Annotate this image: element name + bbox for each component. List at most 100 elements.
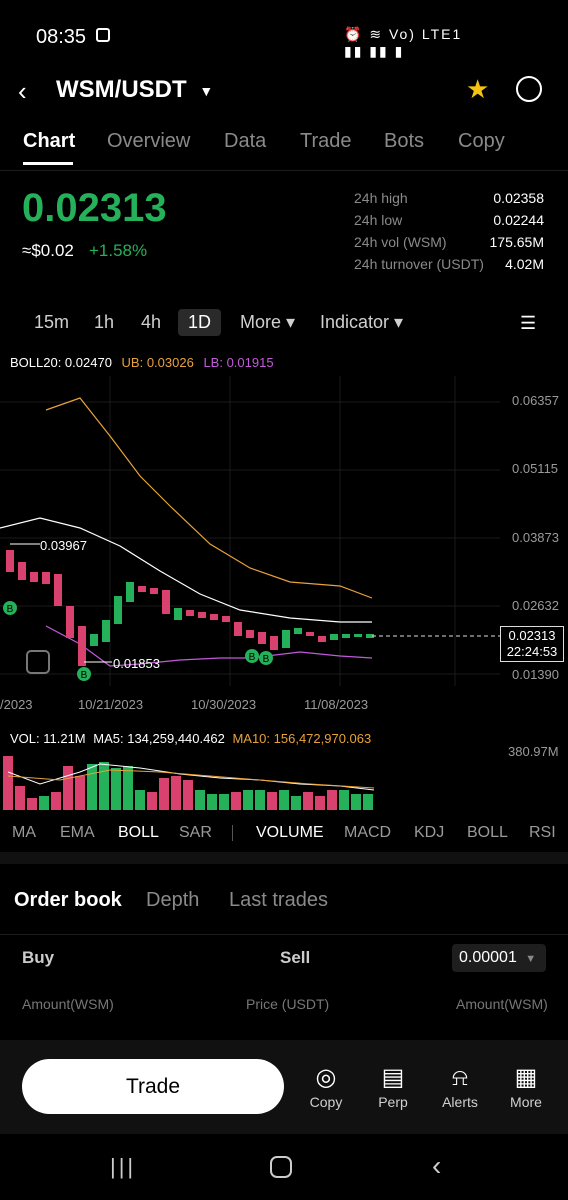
back-icon[interactable]: ‹ xyxy=(18,76,27,106)
ind-boll-sub[interactable]: BOLL xyxy=(467,824,508,841)
volume-bar xyxy=(303,792,313,810)
buy-marker xyxy=(3,601,17,615)
volume-bar xyxy=(27,798,37,810)
pair-title[interactable]: WSM/USDT ▼ xyxy=(56,76,213,104)
buy-marker-label: B xyxy=(81,670,88,681)
precision-value: 0.00001 xyxy=(459,949,517,966)
ind-sar[interactable]: SAR xyxy=(179,824,212,841)
candlestick xyxy=(198,612,206,618)
x-tick: /2023 xyxy=(0,697,33,712)
tab-underline xyxy=(23,162,73,165)
volume-info: VOL: 11.21M MA5: 134,259,440.462 MA10: 1… xyxy=(10,731,371,746)
ind-kdj[interactable]: KDJ xyxy=(414,824,445,841)
volume-bar xyxy=(183,780,193,810)
vol-ma5: MA5: 134,259,440.462 xyxy=(93,731,225,746)
volume-bar xyxy=(339,790,349,810)
perp-label: Perp xyxy=(378,1094,408,1110)
tab-overview[interactable]: Overview xyxy=(107,130,191,152)
chart-settings-icon[interactable]: ☰ xyxy=(520,313,537,333)
ind-boll[interactable]: BOLL xyxy=(118,824,159,841)
status-bar: 08:35 ⏰ ≋ Vo) LTE1 ▮▮ ▮▮ ▮ xyxy=(0,0,568,70)
candlestick xyxy=(342,634,350,638)
volume-bar xyxy=(279,790,289,810)
candlestick xyxy=(294,628,302,634)
volume-bar xyxy=(3,756,13,810)
interval-1d[interactable]: 1D xyxy=(178,309,222,336)
candlestick xyxy=(258,632,266,644)
last-price: 0.02313 xyxy=(22,186,167,230)
tab-copy[interactable]: Copy xyxy=(458,130,505,152)
boll-lower-line xyxy=(45,625,373,667)
volume-bar xyxy=(219,794,229,810)
y-tick: 0.01390 xyxy=(512,667,559,682)
status-icons: ⏰ ≋ Vo) LTE1 ▮▮ ▮▮ ▮ xyxy=(344,26,463,59)
candlestick xyxy=(270,636,278,650)
volume-bar xyxy=(159,778,169,810)
candlestick xyxy=(234,622,242,636)
stat-label: 24h low xyxy=(354,212,403,228)
ind-ma[interactable]: MA xyxy=(12,824,36,841)
candlestick xyxy=(186,610,194,616)
y-tick: 0.06357 xyxy=(512,393,559,408)
interval-15m[interactable]: 15m xyxy=(34,312,70,332)
interval-1h[interactable]: 1h xyxy=(94,312,115,332)
ind-macd[interactable]: MACD xyxy=(344,824,392,841)
section-gap xyxy=(0,852,568,864)
candlestick xyxy=(18,562,26,580)
candlestick xyxy=(210,614,218,620)
ind-ema[interactable]: EMA xyxy=(60,824,95,841)
tab-data[interactable]: Data xyxy=(224,130,267,152)
tab-chart[interactable]: Chart xyxy=(23,130,76,152)
buy-marker xyxy=(259,651,273,665)
more-button[interactable]: ▦ More xyxy=(494,1062,558,1110)
volume-bar xyxy=(171,776,181,810)
price-change: +1.58% xyxy=(89,241,148,260)
interval-more[interactable]: More ▾ xyxy=(240,312,296,332)
tab-orderbook[interactable]: Order book xyxy=(14,889,122,911)
volume-bar xyxy=(135,790,145,810)
stat-value: 4.02M xyxy=(505,256,544,272)
vol-max: 380.97M xyxy=(508,744,559,759)
volume-bar xyxy=(255,790,265,810)
copy-button[interactable]: ◎ Copy xyxy=(294,1062,358,1110)
tab-depth[interactable]: Depth xyxy=(146,889,200,911)
volume-bar xyxy=(195,790,205,810)
buy-marker-label: B xyxy=(249,652,256,663)
stat-value: 0.02244 xyxy=(493,212,544,228)
more-label: More xyxy=(510,1094,542,1110)
system-nav-bar: ||| ‹ xyxy=(0,1134,568,1200)
divider xyxy=(0,170,568,171)
share-icon[interactable] xyxy=(516,76,542,102)
col-price: Price (USDT) xyxy=(246,996,330,1012)
y-tick: 0.03873 xyxy=(512,530,559,545)
sell-label: Sell xyxy=(280,948,311,967)
buy-marker-label: B xyxy=(263,654,270,665)
home-icon[interactable] xyxy=(270,1156,292,1178)
price-chart[interactable]: BBB B xyxy=(0,376,568,716)
tab-trade[interactable]: Trade xyxy=(300,130,352,152)
tab-bots[interactable]: Bots xyxy=(384,130,425,152)
candlestick xyxy=(66,606,74,638)
ind-rsi[interactable]: RSI xyxy=(529,824,556,841)
high-annotation: 0.03967 xyxy=(40,538,87,553)
boll-main: BOLL20: 0.02470 xyxy=(10,355,112,370)
precision-select[interactable]: 0.00001 ▼ xyxy=(452,944,546,972)
candlestick xyxy=(114,596,122,624)
indicator-dropdown[interactable]: Indicator ▾ xyxy=(320,312,404,332)
boll-mid-line xyxy=(0,517,372,623)
chevron-down-icon: ▼ xyxy=(525,953,537,965)
back-nav-icon[interactable]: ‹ xyxy=(432,1150,442,1181)
current-price-tag: 0.02313 22:24:53 xyxy=(500,626,564,662)
recents-icon[interactable]: ||| xyxy=(110,1154,137,1179)
fullscreen-icon[interactable] xyxy=(26,650,50,674)
interval-4h[interactable]: 4h xyxy=(141,312,162,332)
alerts-button[interactable]: ⍾ Alerts xyxy=(428,1062,492,1110)
star-icon[interactable]: ★ xyxy=(466,74,490,104)
trade-button[interactable]: Trade xyxy=(22,1059,284,1114)
ma10-line xyxy=(7,769,375,789)
perp-button[interactable]: ▤ Perp xyxy=(361,1062,425,1110)
alerts-label: Alerts xyxy=(442,1094,478,1110)
candlestick xyxy=(78,626,86,666)
ind-volume[interactable]: VOLUME xyxy=(256,824,324,841)
tab-last-trades[interactable]: Last trades xyxy=(229,889,328,911)
